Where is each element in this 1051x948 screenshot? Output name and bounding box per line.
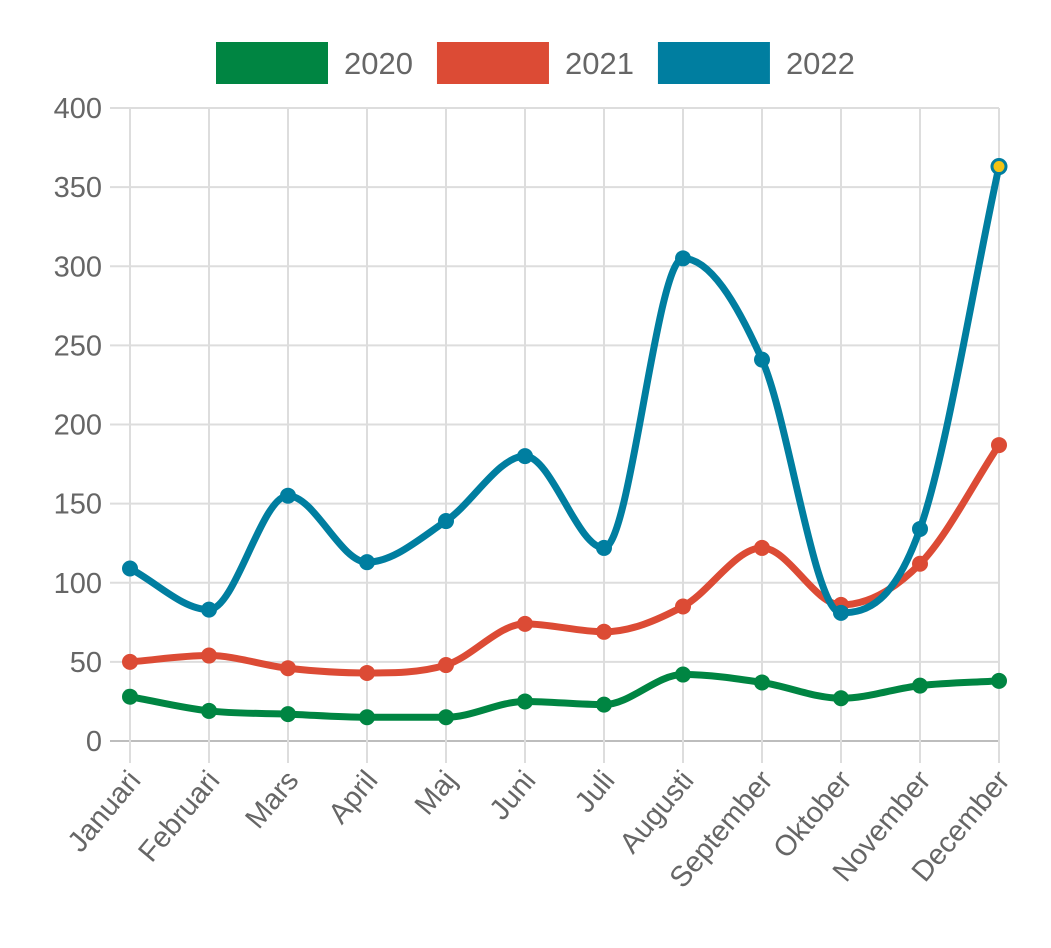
data-point-2021-mars[interactable] — [280, 660, 296, 677]
data-point-2020-oktober[interactable] — [833, 690, 849, 707]
data-point-2021-maj[interactable] — [438, 657, 454, 674]
x-tick-label-juli: Juli — [569, 765, 621, 819]
y-tick-label-400: 400 — [54, 93, 102, 125]
data-point-2022-januari[interactable] — [122, 560, 138, 577]
data-point-2021-augusti[interactable] — [675, 598, 691, 615]
data-point-2020-februari[interactable] — [201, 702, 217, 719]
data-point-2022-november[interactable] — [912, 520, 928, 537]
legend-label-2021: 2021 — [565, 46, 634, 81]
x-tick-label-februari: Februari — [132, 765, 226, 868]
legend-label-2020: 2020 — [344, 46, 413, 81]
legend-item-2020[interactable]: 2020 — [216, 42, 413, 84]
data-point-2022-april[interactable] — [359, 554, 375, 571]
data-point-2022-februari[interactable] — [201, 601, 217, 618]
y-tick-label-0: 0 — [86, 726, 102, 758]
data-point-2022-september[interactable] — [754, 351, 770, 368]
data-point-2020-augusti[interactable] — [675, 666, 691, 683]
y-tick-label-300: 300 — [54, 251, 102, 283]
data-point-2020-september[interactable] — [754, 674, 770, 691]
series-line-2022 — [126, 163, 1003, 617]
y-tick-label-250: 250 — [54, 330, 102, 362]
y-tick-label-150: 150 — [54, 489, 102, 521]
data-point-2022-juni[interactable] — [517, 448, 533, 465]
data-point-2020-november[interactable] — [912, 677, 928, 694]
data-point-2022-juli[interactable] — [596, 539, 612, 556]
series-line-2020 — [126, 671, 1003, 721]
series-2021 — [122, 437, 1007, 681]
grid-lines — [110, 107, 1000, 763]
y-tick-label-200: 200 — [54, 410, 102, 442]
data-point-2022-augusti[interactable] — [675, 250, 691, 267]
legend-swatch-2021 — [436, 42, 549, 84]
data-point-2022-oktober[interactable] — [833, 604, 849, 621]
data-point-2021-juli[interactable] — [596, 623, 612, 640]
x-tick-label-april: April — [323, 765, 385, 830]
data-point-2021-juni[interactable] — [517, 615, 533, 632]
series-2020 — [122, 666, 1007, 726]
data-point-2020-juli[interactable] — [596, 696, 612, 713]
series-line-2021 — [126, 441, 1003, 677]
data-point-2021-april[interactable] — [359, 664, 375, 681]
data-point-2022-december[interactable] — [990, 158, 1008, 176]
y-axis-ticks: 0 50 100 150 200 250 300 350 400 — [54, 93, 102, 758]
data-point-2020-mars[interactable] — [280, 706, 296, 723]
data-point-2020-januari[interactable] — [122, 688, 138, 705]
legend-item-2021[interactable]: 2021 — [436, 42, 634, 84]
y-tick-label-100: 100 — [54, 568, 102, 600]
legend: 2020 2021 2022 — [216, 42, 855, 84]
legend-item-2022[interactable]: 2022 — [657, 42, 855, 84]
y-tick-label-50: 50 — [70, 647, 102, 679]
data-point-2020-juni[interactable] — [517, 693, 533, 710]
x-tick-label-maj: Maj — [409, 765, 464, 821]
y-tick-label-350: 350 — [54, 172, 102, 204]
data-point-2020-december[interactable] — [991, 672, 1007, 689]
data-point-2020-april[interactable] — [359, 709, 375, 726]
data-point-2021-december[interactable] — [991, 437, 1007, 454]
data-point-2021-januari[interactable] — [122, 653, 138, 670]
data-point-2021-november[interactable] — [912, 555, 928, 572]
x-tick-label-mars: Mars — [239, 765, 305, 835]
data-point-2021-februari[interactable] — [201, 647, 217, 664]
legend-label-2022: 2022 — [786, 46, 855, 81]
data-point-2020-maj[interactable] — [438, 709, 454, 726]
legend-swatch-2022 — [657, 42, 770, 84]
legend-swatch-2020 — [216, 42, 328, 84]
data-point-2022-mars[interactable] — [280, 487, 296, 504]
series-2022 — [122, 158, 1008, 621]
data-point-2022-maj[interactable] — [438, 513, 454, 530]
x-tick-label-juni: Juni — [484, 765, 543, 826]
series-lines — [122, 158, 1008, 726]
data-point-2021-september[interactable] — [754, 539, 770, 556]
